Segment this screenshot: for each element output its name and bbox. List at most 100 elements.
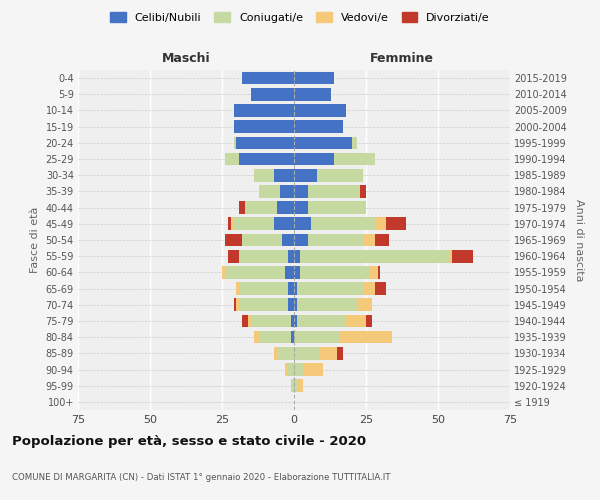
Text: Popolazione per età, sesso e stato civile - 2020: Popolazione per età, sesso e stato civil… <box>12 435 366 448</box>
Bar <box>294 136 352 149</box>
Y-axis label: Anni di nascita: Anni di nascita <box>574 198 584 281</box>
Bar <box>317 169 363 181</box>
Bar <box>248 314 251 328</box>
Bar <box>294 347 320 360</box>
Bar <box>297 380 302 392</box>
Bar <box>308 185 360 198</box>
Bar <box>251 314 291 328</box>
Bar <box>386 218 406 230</box>
Bar <box>225 266 286 278</box>
Bar <box>233 218 274 230</box>
Bar <box>352 136 358 149</box>
Text: COMUNE DI MARGARITA (CN) - Dati ISTAT 1° gennaio 2020 - Elaborazione TUTTITALIA.: COMUNE DI MARGARITA (CN) - Dati ISTAT 1°… <box>12 472 391 482</box>
Bar <box>274 169 294 181</box>
Bar <box>308 234 363 246</box>
Bar <box>239 152 294 166</box>
Bar <box>294 202 308 214</box>
Bar <box>225 152 239 166</box>
Bar <box>236 298 239 311</box>
Bar <box>254 331 259 344</box>
Bar <box>374 234 389 246</box>
Bar <box>294 363 302 376</box>
Bar <box>294 298 297 311</box>
Bar <box>294 234 308 246</box>
Bar <box>366 314 372 328</box>
Bar <box>236 282 239 295</box>
Bar <box>300 266 369 278</box>
Bar <box>363 282 374 295</box>
Bar <box>283 234 294 246</box>
Bar <box>251 88 294 101</box>
Bar <box>225 234 242 246</box>
Bar <box>259 331 291 344</box>
Bar <box>277 202 294 214</box>
Bar <box>294 380 297 392</box>
Bar <box>291 331 294 344</box>
Bar <box>294 250 300 262</box>
Bar <box>294 266 300 278</box>
Bar <box>294 72 334 85</box>
Bar <box>228 218 230 230</box>
Bar <box>360 185 366 198</box>
Bar <box>311 218 374 230</box>
Bar <box>297 282 363 295</box>
Bar <box>300 250 449 262</box>
Bar <box>377 266 380 278</box>
Bar <box>374 282 386 295</box>
Bar <box>228 250 239 262</box>
Bar <box>294 185 308 198</box>
Bar <box>233 104 294 117</box>
Bar <box>358 298 372 311</box>
Bar <box>286 363 288 376</box>
Bar <box>294 152 334 166</box>
Bar <box>294 314 297 328</box>
Bar <box>294 282 297 295</box>
Bar <box>346 314 366 328</box>
Bar <box>222 266 225 278</box>
Bar <box>259 185 280 198</box>
Bar <box>294 331 340 344</box>
Bar <box>288 250 294 262</box>
Text: Maschi: Maschi <box>161 52 211 65</box>
Bar <box>239 202 245 214</box>
Bar <box>334 152 374 166</box>
Bar <box>297 298 358 311</box>
Bar <box>239 250 288 262</box>
Bar <box>288 363 294 376</box>
Bar <box>288 298 294 311</box>
Bar <box>449 250 452 262</box>
Bar <box>277 347 294 360</box>
Bar <box>239 282 288 295</box>
Bar <box>302 363 323 376</box>
Bar <box>233 298 236 311</box>
Bar <box>452 250 473 262</box>
Bar <box>374 218 386 230</box>
Bar <box>288 282 294 295</box>
Bar <box>230 218 233 230</box>
Bar <box>254 169 274 181</box>
Bar <box>242 72 294 85</box>
Bar <box>291 314 294 328</box>
Bar <box>233 136 236 149</box>
Bar <box>320 347 337 360</box>
Legend: Celibi/Nubili, Coniugati/e, Vedovi/e, Divorziati/e: Celibi/Nubili, Coniugati/e, Vedovi/e, Di… <box>106 8 494 28</box>
Bar <box>369 266 377 278</box>
Bar <box>291 380 294 392</box>
Bar <box>308 202 366 214</box>
Bar <box>233 120 294 133</box>
Bar <box>294 120 343 133</box>
Bar <box>294 218 311 230</box>
Bar <box>294 88 331 101</box>
Y-axis label: Fasce di età: Fasce di età <box>30 207 40 273</box>
Bar <box>294 169 317 181</box>
Bar <box>294 104 346 117</box>
Text: Femmine: Femmine <box>370 52 434 65</box>
Bar <box>239 298 288 311</box>
Bar <box>337 347 343 360</box>
Bar <box>236 136 294 149</box>
Bar <box>286 266 294 278</box>
Bar <box>340 331 392 344</box>
Bar <box>274 347 277 360</box>
Bar <box>297 314 346 328</box>
Bar <box>363 234 374 246</box>
